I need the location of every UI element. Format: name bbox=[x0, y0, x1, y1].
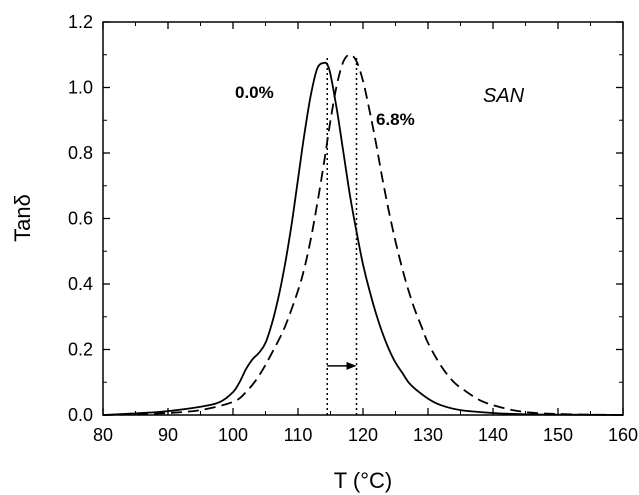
x-tick-label: 80 bbox=[93, 425, 113, 445]
series-line-dashed bbox=[102, 53, 624, 416]
series-label-6-8: 6.8% bbox=[376, 110, 415, 129]
x-tick-label: 90 bbox=[158, 425, 178, 445]
y-tick-label: 0.2 bbox=[68, 340, 93, 360]
y-tick-label: 0.4 bbox=[68, 274, 93, 294]
axis-ticks bbox=[102, 21, 624, 416]
y-tick-label: 0.8 bbox=[68, 143, 93, 163]
arrow-head bbox=[346, 361, 357, 370]
y-tick-label: 1.2 bbox=[68, 12, 93, 32]
sample-label: SAN bbox=[483, 85, 525, 107]
y-tick-label: 0.6 bbox=[68, 209, 93, 229]
tick-labels: 80 90 100 110 120 130 140 150 160 0.0 0.2 0.4 0.6 0.8… bbox=[68, 12, 638, 445]
shift-arrow bbox=[327, 361, 357, 370]
x-axis-label: T (°C) bbox=[334, 468, 393, 493]
series-group bbox=[102, 53, 624, 416]
x-tick-label: 120 bbox=[348, 425, 378, 445]
y-tick-label: 1.0 bbox=[68, 78, 93, 98]
series-label-0-0: 0.0% bbox=[235, 83, 274, 102]
series-line-solid bbox=[102, 61, 624, 416]
x-tick-label: 130 bbox=[413, 425, 443, 445]
x-tick-label: 100 bbox=[218, 425, 248, 445]
x-tick-label: 160 bbox=[608, 425, 638, 445]
x-tick-label: 150 bbox=[543, 425, 573, 445]
x-tick-label: 140 bbox=[478, 425, 508, 445]
x-tick-label: 110 bbox=[284, 425, 313, 445]
y-axis-label: Tanδ bbox=[10, 194, 35, 242]
y-tick-label: 0.0 bbox=[68, 405, 93, 425]
